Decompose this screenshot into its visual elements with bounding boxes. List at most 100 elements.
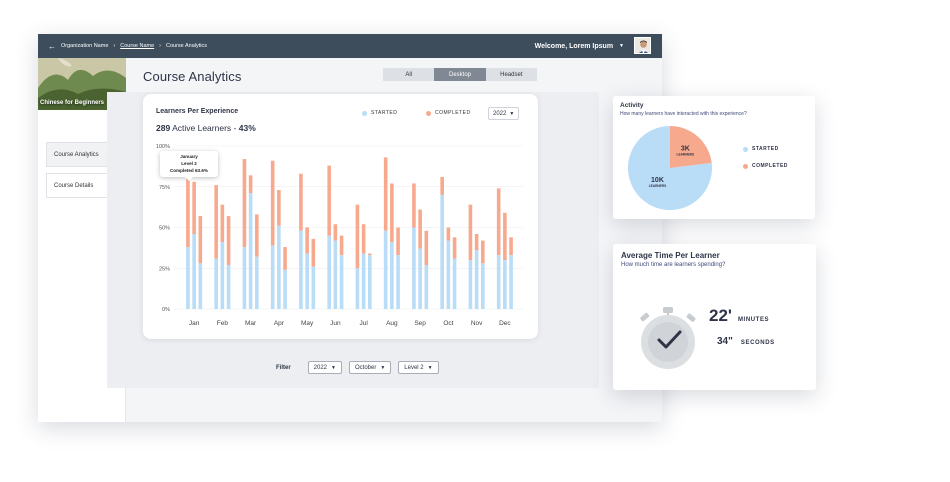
completed-bar[interactable] [509, 237, 513, 256]
completed-bar[interactable] [424, 230, 429, 265]
started-bar[interactable] [192, 234, 196, 309]
started-bar[interactable] [383, 230, 388, 309]
x-tick-label: May [301, 320, 314, 327]
filter-month-select[interactable]: October ▼ [348, 361, 392, 374]
completed-bar[interactable] [270, 160, 275, 246]
started-bar[interactable] [220, 242, 225, 309]
completed-bar[interactable] [305, 227, 309, 254]
pie-legend-started-label: STARTED [752, 146, 779, 152]
started-bar[interactable] [327, 235, 331, 309]
started-bar[interactable] [468, 260, 473, 309]
breadcrumb-course[interactable]: Course Name [120, 43, 155, 49]
chevron-down-icon: ▼ [380, 364, 386, 371]
completed-bar[interactable] [226, 216, 231, 265]
filter-level-select[interactable]: Level 2 ▼ [398, 361, 439, 374]
sidebar-item-label: Course Analytics [54, 151, 99, 158]
started-bar[interactable] [226, 264, 231, 309]
completed-bar[interactable] [277, 190, 281, 226]
completed-bar[interactable] [418, 209, 422, 249]
started-bar[interactable] [248, 193, 253, 309]
tab-headset[interactable]: Headset [485, 68, 537, 81]
completed-bar[interactable] [368, 253, 372, 256]
pie-slice-completed[interactable] [670, 126, 712, 168]
completed-bar[interactable] [481, 240, 485, 264]
completed-bar[interactable] [333, 224, 338, 241]
completed-bar[interactable] [440, 176, 444, 195]
chart-tooltip: January Level 2 Completed 63.6% [160, 151, 218, 181]
started-bar[interactable] [299, 230, 303, 309]
started-bar[interactable] [481, 263, 485, 309]
x-tick-label: Sep [414, 320, 426, 327]
started-bar[interactable] [474, 250, 479, 309]
started-bar[interactable] [242, 247, 247, 309]
started-bar[interactable] [186, 247, 190, 309]
started-bar[interactable] [198, 263, 203, 309]
completed-bar[interactable] [396, 227, 400, 256]
completed-bar[interactable] [214, 185, 218, 259]
started-bar[interactable] [390, 242, 394, 309]
tab-all[interactable]: All [383, 68, 435, 81]
started-bar[interactable] [440, 194, 444, 309]
completed-bar[interactable] [198, 216, 203, 264]
completed-bar[interactable] [390, 183, 394, 243]
completed-bar[interactable] [255, 214, 259, 257]
tab-desktop[interactable]: Desktop [434, 68, 486, 81]
completed-bar[interactable] [361, 224, 366, 254]
started-bar[interactable] [446, 240, 451, 309]
started-bar[interactable] [311, 266, 316, 309]
chevron-down-icon: ▼ [331, 364, 336, 371]
completed-bar[interactable] [339, 235, 344, 256]
chart-year-select[interactable]: 2022 ▼ [488, 107, 519, 120]
completed-bar[interactable] [383, 157, 388, 231]
started-bar[interactable] [339, 255, 344, 309]
pie-unit-label: LEARNERS [677, 153, 695, 157]
completed-bar[interactable] [192, 181, 196, 235]
started-bar[interactable] [503, 260, 507, 309]
completed-bar[interactable] [468, 204, 473, 261]
completed-bar[interactable] [496, 188, 501, 256]
started-bar[interactable] [214, 258, 218, 309]
chevron-down-icon[interactable]: ▼ [619, 43, 624, 49]
started-bar[interactable] [333, 240, 338, 309]
breadcrumb-organization[interactable]: Organization Name [61, 43, 109, 49]
completed-bar[interactable] [248, 175, 253, 194]
chevron-down-icon: ▼ [509, 110, 515, 117]
completed-bar[interactable] [299, 173, 303, 231]
completed-bar[interactable] [355, 204, 360, 269]
filter-year-select[interactable]: 2022 ▼ [307, 361, 342, 374]
started-bar[interactable] [305, 253, 309, 309]
completed-bar[interactable] [220, 204, 225, 243]
completed-bar[interactable] [446, 227, 451, 241]
completed-bar[interactable] [452, 237, 457, 259]
started-bar[interactable] [368, 255, 372, 309]
avatar[interactable] [634, 37, 651, 54]
completed-bar[interactable] [327, 165, 331, 236]
y-tick-label: 100% [156, 144, 170, 150]
completed-bar[interactable] [503, 212, 507, 261]
started-bar[interactable] [361, 253, 366, 309]
started-bar[interactable] [283, 269, 287, 309]
seconds-label: SECONDS [740, 340, 775, 346]
started-bar[interactable] [412, 227, 416, 310]
completed-bar[interactable] [242, 159, 247, 248]
started-bar[interactable] [496, 255, 501, 309]
started-bar[interactable] [255, 256, 259, 309]
completed-bar[interactable] [311, 238, 316, 267]
completed-bar[interactable] [412, 183, 416, 228]
started-bar[interactable] [452, 258, 457, 309]
started-bar[interactable] [424, 264, 429, 309]
user-menu[interactable]: Welcome, Lorem Ipsum ▼ [535, 34, 624, 58]
page-title: Course Analytics [143, 69, 242, 84]
completed-bar[interactable] [474, 234, 479, 251]
completed-bar[interactable] [283, 247, 287, 270]
started-bar[interactable] [355, 268, 360, 309]
started-bar[interactable] [396, 255, 400, 309]
started-bar[interactable] [277, 225, 281, 309]
back-arrow-icon[interactable]: ← [48, 41, 56, 51]
started-bar[interactable] [270, 245, 275, 309]
started-bar[interactable] [418, 248, 422, 309]
started-bar[interactable] [509, 255, 513, 309]
sidebar-item-course-details[interactable]: Course Details [46, 173, 118, 198]
completed-bar[interactable] [186, 173, 190, 248]
